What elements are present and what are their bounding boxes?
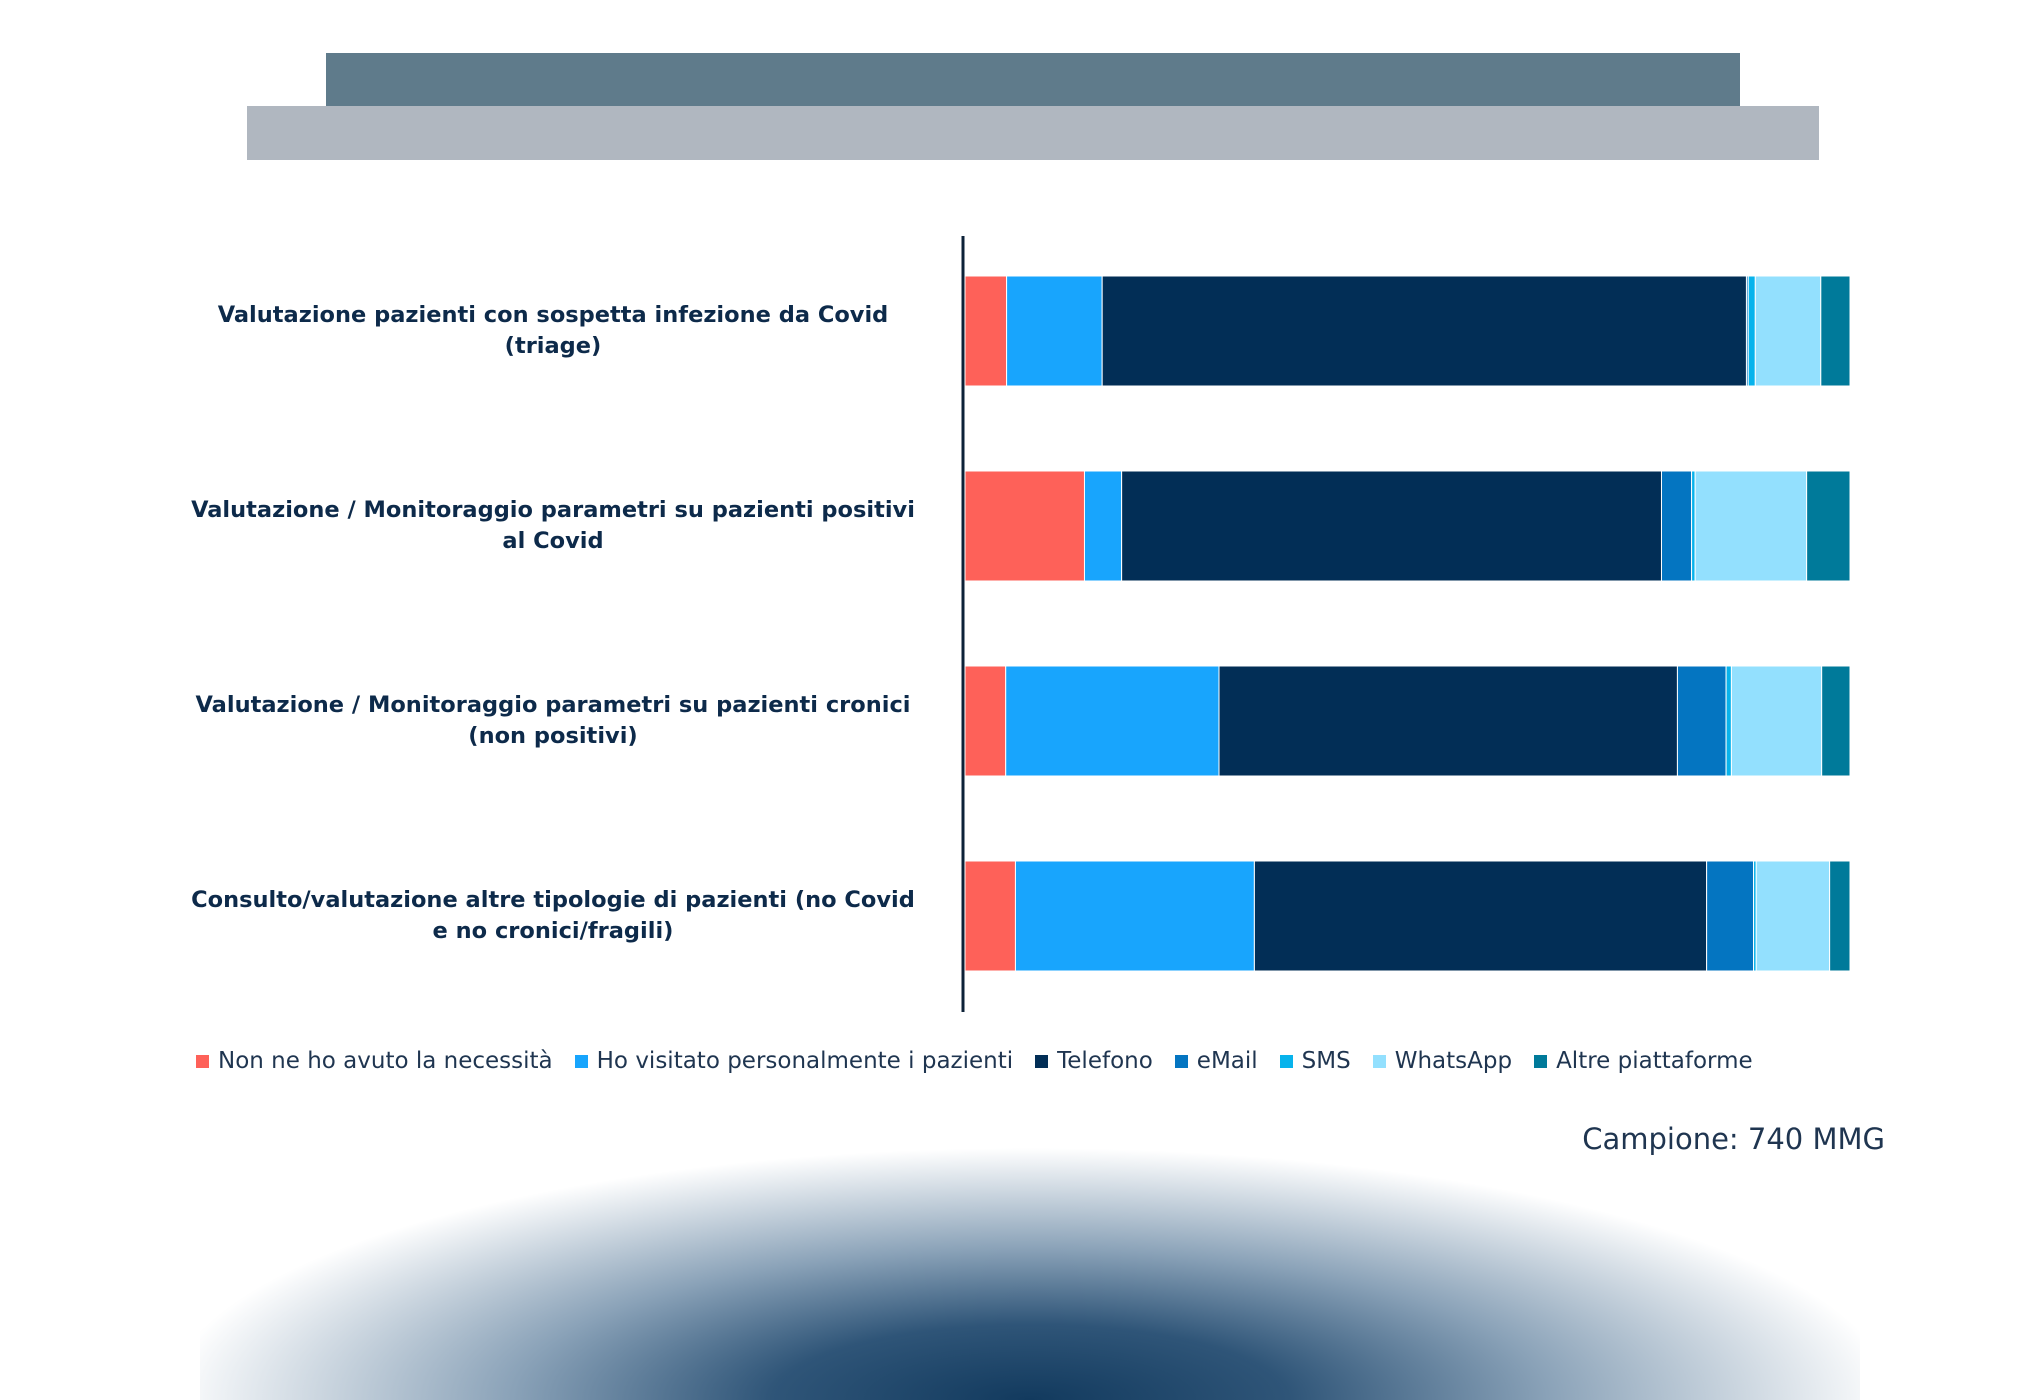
bar-segment-4-1 [964, 860, 1016, 972]
bar-segment-3-2 [1005, 665, 1220, 777]
legend-item: Ho visitato personalmente i pazienti [574, 1048, 1014, 1074]
bar-segment-4-3 [1253, 860, 1708, 972]
legend-label: Telefono [1057, 1048, 1153, 1074]
category-label-line: Valutazione / Monitoraggio parametri su … [191, 497, 915, 523]
category-label-line: Valutazione pazienti con sospetta infezi… [217, 302, 889, 328]
bar-segment-1-6 [1754, 275, 1822, 387]
bar-segment-3-6 [1730, 665, 1823, 777]
bar-segment-1-3 [1101, 275, 1747, 387]
subtitle-banner [247, 106, 1819, 160]
bar-segment-1-1 [964, 275, 1008, 387]
bar-segment-2-4 [1660, 470, 1693, 582]
bar-segment-2-2 [1083, 470, 1123, 582]
category-label-1: Valutazione pazienti con sospetta infezi… [170, 300, 936, 362]
category-label-4: Consulto/valutazione altre tipologie di … [170, 885, 936, 947]
category-label-3: Valutazione / Monitoraggio parametri su … [170, 690, 936, 752]
legend-item: SMS [1279, 1048, 1351, 1074]
sample-note: Campione: 740 MMG [1582, 1122, 1885, 1156]
bar-segment-3-5 [1725, 665, 1732, 777]
bar-segment-4-6 [1755, 860, 1831, 972]
legend-label: Ho visitato personalmente i pazienti [596, 1048, 1014, 1074]
bar-segments [964, 275, 1851, 972]
legend-label: WhatsApp [1394, 1048, 1513, 1074]
bar-segment-4-4 [1706, 860, 1755, 972]
bar-segment-3-7 [1821, 665, 1851, 777]
category-label-line: Consulto/valutazione altre tipologie di … [191, 887, 915, 913]
legend-item: Telefono [1035, 1048, 1153, 1074]
legend-swatch [1174, 1054, 1188, 1068]
bar-segment-2-6 [1694, 470, 1808, 582]
bar-segment-1-2 [1006, 275, 1103, 387]
legend-item: Altre piattaforme [1534, 1048, 1753, 1074]
title-banner [326, 53, 1740, 106]
category-label-line: Valutazione / Monitoraggio parametri su … [195, 692, 911, 718]
bar-segment-2-7 [1806, 470, 1851, 582]
stacked-bar-chart [961, 236, 1851, 1012]
category-label-line: (triage) [504, 333, 602, 359]
legend-swatch [1035, 1054, 1049, 1068]
legend-swatch [1534, 1054, 1548, 1068]
bar-segment-2-5 [1691, 470, 1696, 582]
bar-segment-2-3 [1121, 470, 1662, 582]
bar-segment-4-2 [1014, 860, 1255, 972]
legend-swatch [1279, 1054, 1293, 1068]
legend-label: eMail [1196, 1048, 1258, 1074]
legend-item: WhatsApp [1372, 1048, 1513, 1074]
category-label-line: al Covid [502, 528, 604, 554]
category-label-2: Valutazione / Monitoraggio parametri su … [170, 495, 936, 557]
legend-swatch [1372, 1054, 1386, 1068]
bar-segment-2-1 [964, 470, 1085, 582]
legend-label: Non ne ho avuto la necessità [218, 1048, 553, 1074]
category-label-line: e no cronici/fragili) [432, 918, 674, 944]
bar-segment-3-3 [1218, 665, 1678, 777]
category-label-line: (non positivi) [468, 723, 638, 749]
bar-segment-3-4 [1676, 665, 1727, 777]
legend-item: eMail [1174, 1048, 1258, 1074]
bar-segment-1-5 [1747, 275, 1756, 387]
bar-segment-1-7 [1820, 275, 1851, 387]
legend-label: SMS [1301, 1048, 1351, 1074]
legend-item: Non ne ho avuto la necessità [196, 1048, 553, 1074]
bar-segment-3-1 [964, 665, 1007, 777]
legend-label: Altre piattaforme [1556, 1048, 1753, 1074]
legend-swatch [574, 1054, 588, 1068]
bar-segment-4-7 [1829, 860, 1851, 972]
legend-swatch [196, 1054, 209, 1068]
legend: Non ne ho avuto la necessità Ho visitato … [196, 1046, 1896, 1076]
